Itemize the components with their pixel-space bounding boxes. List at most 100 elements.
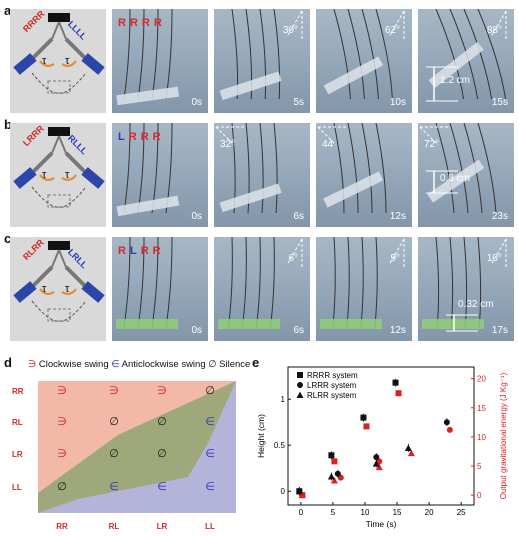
- time-separator: [312, 57, 319, 60]
- height-measure: 0.8 cm: [440, 173, 471, 184]
- swing-cell: ∅: [109, 416, 119, 428]
- row-label: RL: [12, 418, 23, 427]
- height-point: [372, 460, 380, 467]
- column-label: LR: [157, 522, 168, 531]
- y2-tick-label: 5: [477, 462, 482, 471]
- column-label: RR: [56, 522, 68, 531]
- time-separator: [414, 57, 421, 60]
- energy-point: [330, 477, 338, 484]
- energy-point: [407, 449, 415, 457]
- legend-marker: [297, 372, 303, 378]
- schematic-drawing: [13, 127, 105, 208]
- clockwise-region: [38, 381, 236, 493]
- time-separator: [414, 285, 421, 288]
- photo-c-0: RLRR 0s: [112, 237, 208, 341]
- y2-tick-label: 10: [477, 433, 486, 442]
- energy-point: [395, 390, 402, 397]
- time-label: 0s: [191, 325, 202, 336]
- time-label: 12s: [389, 211, 406, 222]
- angle-guide: [389, 10, 405, 39]
- time-separator: [210, 57, 217, 60]
- photo-letter: R: [141, 17, 154, 29]
- swing-cell: ∋: [109, 385, 119, 397]
- angle-guide: [419, 126, 448, 146]
- legend-silence-text: Silence: [219, 359, 251, 370]
- height-measure: 1.2 cm: [440, 75, 471, 86]
- torque-symbol-left: τ: [42, 55, 47, 67]
- swing-cell: ∈: [205, 481, 215, 493]
- time-label: 0s: [191, 211, 202, 222]
- height-point: [334, 470, 341, 477]
- legend-label: RLRR system: [307, 391, 357, 400]
- tilt-angle: 6°: [288, 253, 298, 264]
- height-point: [360, 414, 367, 421]
- x-tick-label: 10: [361, 508, 370, 517]
- row-label: LR: [12, 450, 23, 459]
- time-label: 15s: [491, 97, 508, 108]
- schematic-drawing: [13, 13, 105, 94]
- schematic-c: [10, 237, 106, 341]
- panel-c-label: c: [4, 231, 12, 246]
- photo-letters: LRRR: [118, 131, 165, 143]
- energy-point: [298, 491, 306, 499]
- column-label: LL: [205, 522, 215, 531]
- row-label: RR: [12, 387, 24, 396]
- time-separator: [312, 285, 319, 288]
- photo-a-1: 30°5s: [214, 9, 310, 113]
- time-separator: [210, 171, 217, 174]
- height-point: [392, 379, 399, 386]
- energy-point: [376, 458, 383, 465]
- height-arrow: [426, 66, 458, 102]
- angle-guide: [389, 238, 405, 267]
- actuator-strands: [422, 237, 484, 329]
- column-label: RL: [109, 522, 120, 531]
- panel-e-label: e: [252, 355, 260, 370]
- photo-c-1: 6° 6s: [214, 237, 310, 341]
- swing-cell: ∋: [57, 448, 67, 460]
- x-tick-label: 15: [393, 508, 402, 517]
- panel-e: e 0 5 10 15 20 25 0 0.5 1 0 5 10 15 20 Time (s) Height …: [248, 355, 519, 536]
- photo-b-0: LRRR 0s: [112, 123, 208, 227]
- panel-b-label: b: [4, 117, 12, 132]
- panel-d-legend: ∋ Clockwise swing ∈ Anticlockwise swing …: [28, 359, 250, 370]
- swing-cell: ∈: [157, 481, 167, 493]
- height-arrow: [426, 170, 458, 194]
- swing-cell: ∅: [205, 385, 215, 397]
- actuator-strands: [219, 123, 282, 214]
- actuator-strands: [218, 237, 280, 329]
- x-tick-label: 25: [457, 508, 466, 517]
- height-point: [373, 454, 380, 461]
- photo-letter: R: [129, 17, 142, 29]
- swing-cell: ∋: [157, 385, 167, 397]
- energy-point: [331, 458, 338, 465]
- y2-tick-label: 15: [477, 404, 486, 413]
- swing-cell: ∈: [205, 448, 215, 460]
- photo-b-2: 44 12s: [316, 123, 412, 227]
- actuator-strands: [116, 9, 180, 106]
- legend-silence-symbol: ∅: [208, 359, 217, 370]
- height-arrow: [446, 314, 478, 332]
- x-tick-label: 0: [299, 508, 304, 517]
- x-tick-label: 20: [425, 508, 434, 517]
- swing-cell: ∈: [205, 416, 215, 428]
- legend-clockwise-text: Clockwise swing: [38, 359, 109, 370]
- photo-c-2: 9° 12s: [316, 237, 412, 341]
- energy-point: [446, 426, 453, 433]
- swing-cell: ∋: [57, 385, 67, 397]
- swing-cell: ∅: [109, 448, 119, 460]
- y2-axis-title: Output gravitational energy (J Kg⁻¹): [499, 372, 508, 499]
- schematic-drawing: [13, 241, 105, 322]
- angle-guide: [287, 238, 303, 267]
- time-label: 10s: [389, 97, 406, 108]
- photo-letter: L: [129, 245, 141, 257]
- y-axis-title: Height (cm): [256, 414, 266, 458]
- tilt-angle: 9°: [390, 253, 400, 264]
- time-label: 6s: [293, 211, 304, 222]
- photo-letter: R: [128, 131, 141, 143]
- torque-symbol-left: τ: [42, 169, 47, 181]
- actuator-strands: [320, 237, 382, 329]
- torque-symbol-right: τ: [65, 55, 70, 67]
- photo-a-0: RRRR 0s: [112, 9, 208, 113]
